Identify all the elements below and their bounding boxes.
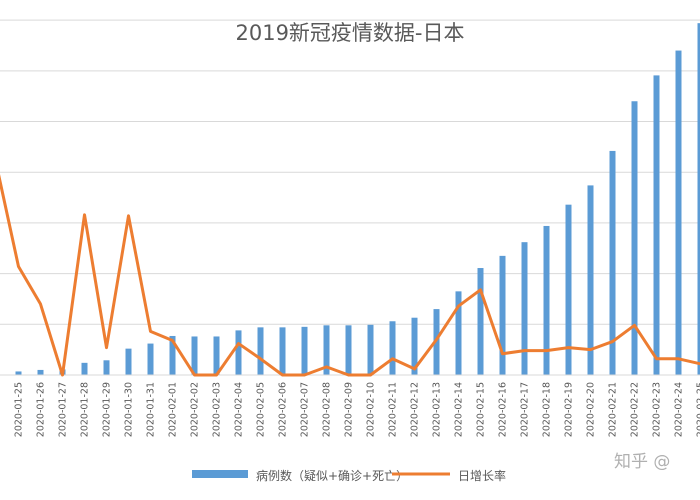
bar-2020-02-17 [521, 242, 528, 375]
x-tick-label: 2020-02-19 [564, 382, 575, 437]
x-tick-label: 2020-01-31 [146, 382, 157, 437]
watermark: 知乎 @ [614, 452, 670, 472]
legend: 病例数（疑似+确诊+死亡） 日增长率 [192, 468, 506, 483]
bar-2020-02-11 [389, 321, 396, 375]
bar-2020-02-12 [411, 317, 418, 375]
bar-2020-02-03 [213, 336, 220, 375]
bar-2020-02-06 [279, 327, 286, 375]
line-series [0, 174, 700, 377]
x-tick-label: 2020-01-29 [102, 382, 113, 437]
x-tick-label: 2020-02-06 [278, 382, 289, 437]
bar-2020-02-01 [169, 335, 176, 375]
x-tick-label: 2020-02-11 [388, 382, 399, 437]
bar-2020-01-26 [37, 369, 44, 375]
bar-2020-02-08 [323, 325, 330, 375]
bar-2020-02-02 [191, 336, 198, 375]
bar-2020-02-21 [609, 150, 616, 375]
x-tick-label: 2020-02-16 [498, 382, 509, 437]
x-tick-labels: 2020-01-24 2020-01-25 2020-01-26 2020-01-27… [0, 382, 700, 437]
x-tick-label: 2020-02-15 [476, 382, 487, 437]
chart-title: 2019新冠疫情数据-日本 [235, 21, 464, 45]
legend-swatch-bar [192, 470, 248, 478]
bar-2020-02-14 [455, 291, 462, 375]
x-tick-label: 2020-01-26 [36, 382, 47, 437]
bar-2020-02-18 [543, 225, 550, 375]
bar-2020-01-30 [125, 348, 132, 375]
x-tick-label: 2020-02-03 [212, 382, 223, 437]
bar-2020-02-20 [587, 185, 594, 375]
y-gridlines [0, 19, 700, 325]
x-tick-label: 2020-02-20 [586, 382, 597, 437]
bar-2020-02-13 [433, 309, 440, 375]
x-tick-label: 2020-02-17 [520, 382, 531, 437]
x-tick-label: 2020-02-25 [696, 382, 700, 437]
x-tick-label: 2020-01-27 [58, 382, 69, 437]
x-tick-label: 2020-02-08 [322, 382, 333, 437]
x-tick-label: 2020-02-24 [674, 382, 685, 437]
x-tick-label: 2020-02-07 [300, 382, 311, 437]
bar-2020-02-05 [257, 327, 264, 375]
bar-2020-01-29 [103, 360, 110, 375]
bar-2020-02-09 [345, 325, 352, 375]
bar-series [15, 23, 700, 376]
x-tick-label: 2020-02-12 [410, 382, 421, 437]
bar-2020-02-19 [565, 204, 572, 375]
bar-2020-02-04 [235, 330, 242, 375]
x-tick-label: 2020-02-05 [256, 382, 267, 437]
x-tick-label: 2020-02-02 [190, 382, 201, 437]
x-tick-label: 2020-02-23 [652, 382, 663, 437]
x-tick-label: 2020-02-21 [608, 382, 619, 437]
bar-2020-01-31 [147, 343, 154, 375]
x-tick-label: 2020-02-10 [366, 382, 377, 437]
x-tick-label: 2020-01-30 [124, 382, 135, 437]
bar-2020-02-07 [301, 326, 308, 375]
legend-label-bar: 病例数（疑似+确诊+死亡） [256, 468, 408, 483]
x-tick-label: 2020-01-24 [0, 382, 3, 437]
bar-2020-02-24 [675, 50, 682, 376]
x-tick-label: 2020-02-13 [432, 382, 443, 437]
x-tick-label: 2020-02-22 [630, 382, 641, 437]
x-tick-label: 2020-02-14 [454, 382, 465, 437]
legend-label-line: 日增长率 [458, 468, 506, 483]
bar-2020-02-16 [499, 255, 506, 375]
x-tick-label: 2020-02-01 [168, 382, 179, 437]
bar-2020-02-25 [697, 23, 700, 376]
x-tick-label: 2020-01-25 [14, 382, 25, 437]
x-tick-label: 2020-02-18 [542, 382, 553, 437]
bar-2020-02-15 [477, 268, 484, 375]
bar-2020-01-28 [81, 362, 88, 375]
bar-2020-01-25 [15, 371, 22, 375]
bar-2020-02-23 [653, 75, 660, 375]
x-tick-label: 2020-02-09 [344, 382, 355, 437]
bar-2020-02-10 [367, 324, 374, 375]
x-tick-label: 2020-02-04 [234, 382, 245, 437]
x-tick-label: 2020-01-28 [80, 382, 91, 437]
bar-2020-02-22 [631, 101, 638, 375]
